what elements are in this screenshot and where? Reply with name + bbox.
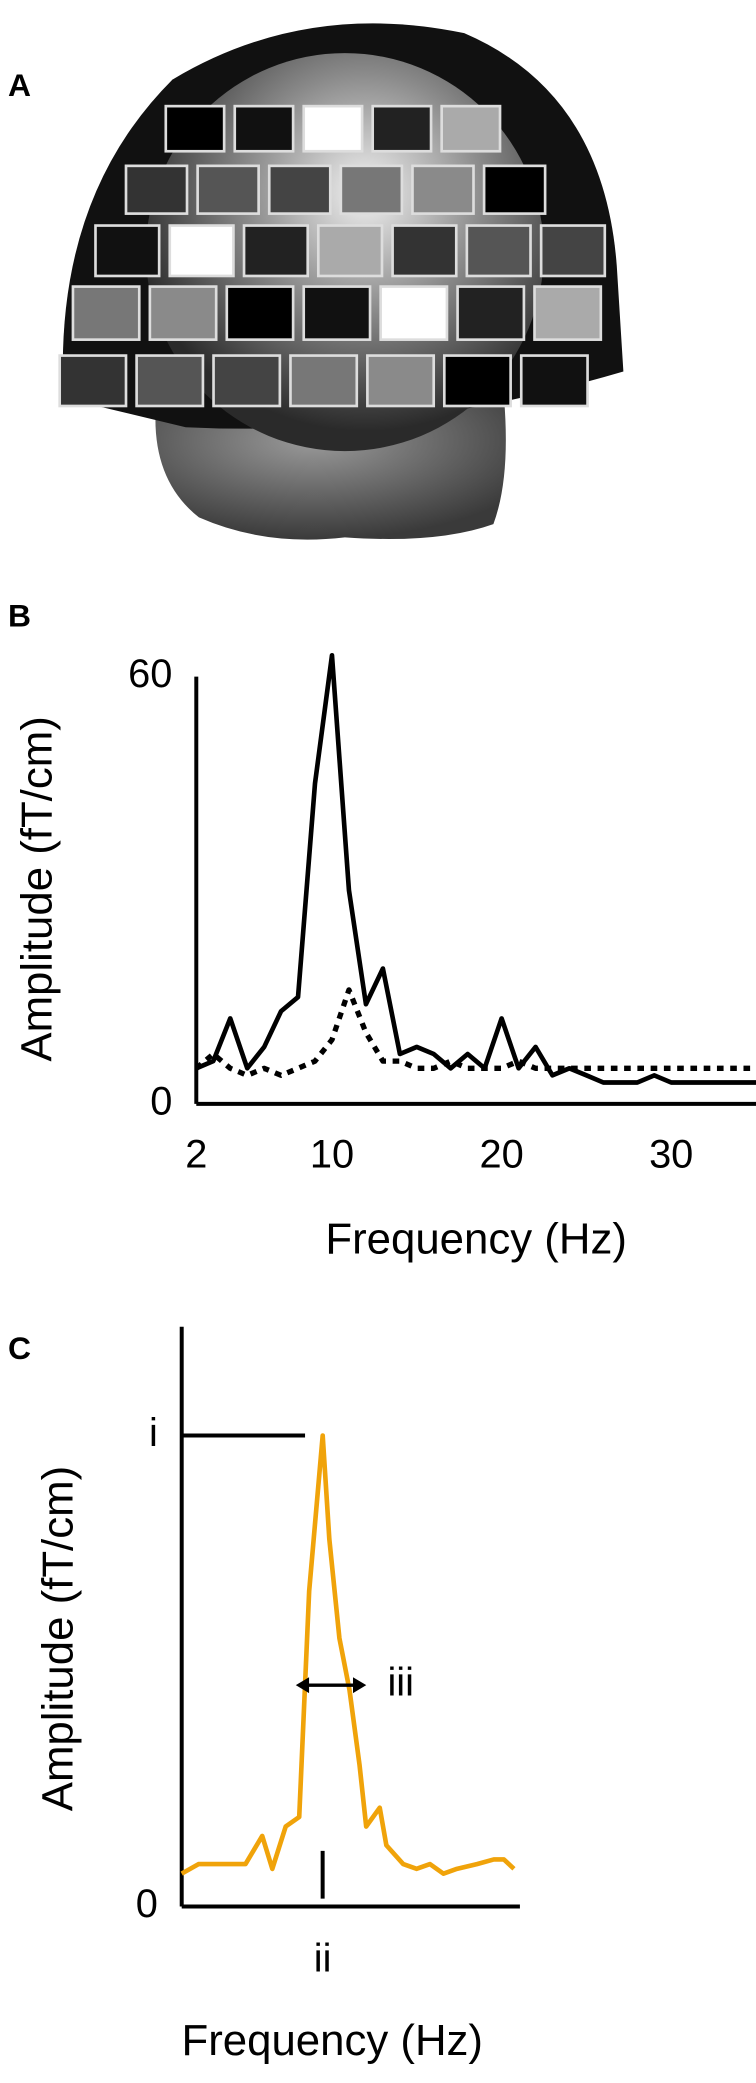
sensor xyxy=(242,224,310,278)
x-axis-title: Frequency (Hz) xyxy=(325,1214,627,1263)
sensor xyxy=(302,285,372,341)
sensor xyxy=(316,224,384,278)
sensor xyxy=(289,354,359,408)
sensor xyxy=(225,285,295,341)
arrow-head xyxy=(352,1677,367,1694)
x-tick-label: 2 xyxy=(185,1132,207,1176)
x-tick-label: ii xyxy=(314,1936,332,1980)
data-line xyxy=(195,652,756,1085)
sensor xyxy=(124,164,189,215)
sensor xyxy=(465,224,532,278)
data-line xyxy=(194,987,756,1078)
sensor xyxy=(94,224,161,278)
sensor xyxy=(440,104,502,153)
sensor xyxy=(391,224,458,278)
sensor xyxy=(212,354,282,408)
sensor xyxy=(533,285,603,341)
panel-label: B xyxy=(8,598,31,634)
y-tick-label: 60 xyxy=(128,652,172,696)
sensor xyxy=(539,224,607,278)
sensor xyxy=(379,285,449,341)
sensor xyxy=(164,104,226,153)
y-axis-title: Amplitude (fT/cm) xyxy=(34,1466,83,1811)
sensor xyxy=(233,104,295,153)
sensor xyxy=(456,285,526,341)
sensor xyxy=(135,354,205,408)
sensor xyxy=(71,285,141,341)
y-tick-label: 0 xyxy=(150,1079,172,1123)
sensor xyxy=(519,354,589,408)
sensor xyxy=(302,104,364,153)
panel-label: A xyxy=(8,67,31,103)
sensor xyxy=(267,164,332,215)
panel-label: C xyxy=(8,1330,31,1366)
x-axis-title: Frequency (Hz) xyxy=(181,2016,483,2065)
sensor xyxy=(366,354,436,408)
sensor xyxy=(168,224,235,278)
helmet-illustration xyxy=(58,23,624,540)
sensor xyxy=(371,104,433,153)
x-tick-label: 10 xyxy=(310,1132,354,1176)
x-tick-label: 20 xyxy=(479,1132,523,1176)
x-tick-label: 30 xyxy=(649,1132,693,1176)
sensor xyxy=(196,164,260,215)
sensor xyxy=(148,285,218,341)
sensor xyxy=(58,354,128,408)
sensor xyxy=(482,164,547,215)
sensor xyxy=(411,164,475,215)
y-tick-label: 0 xyxy=(136,1882,158,1926)
data-line xyxy=(180,1433,516,1876)
y-axis-title: Amplitude (fT/cm) xyxy=(12,716,61,1061)
sensor xyxy=(442,354,512,408)
sensor xyxy=(339,164,404,215)
y-tick-label: i xyxy=(149,1411,158,1455)
annotation-label: iii xyxy=(387,1661,414,1705)
arrow-head xyxy=(295,1677,310,1694)
